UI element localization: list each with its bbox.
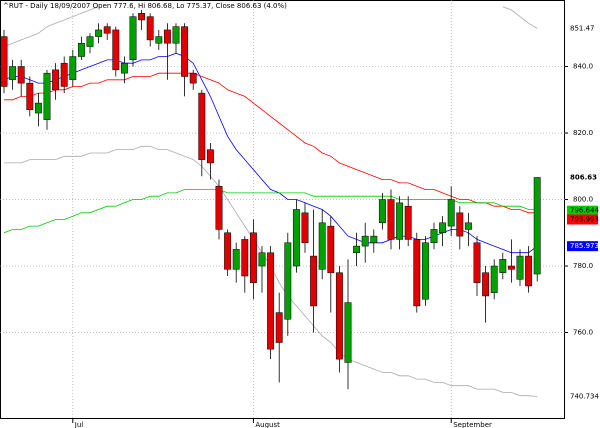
price-label: 796.644	[570, 207, 599, 215]
candle-body	[232, 249, 240, 270]
candle-body	[189, 72, 197, 84]
candle-body	[525, 255, 533, 287]
y-tick-label: 840.0	[573, 63, 593, 71]
candle-body	[69, 56, 77, 81]
candle-body	[387, 199, 395, 240]
candle-body	[533, 177, 541, 275]
candle-body	[499, 259, 507, 273]
candle-body	[129, 16, 137, 61]
candle-body	[77, 42, 85, 57]
candle-body	[163, 29, 171, 44]
candle-body	[198, 92, 206, 160]
price-label-box	[567, 205, 598, 216]
indicator-line	[3, 52, 538, 254]
candle-body	[464, 222, 472, 230]
candle-body	[507, 265, 515, 270]
candle-body	[215, 185, 223, 230]
candle-body	[473, 242, 481, 283]
indicator-line	[3, 6, 538, 47]
price-label: 740.734	[570, 393, 599, 401]
candle-body	[404, 205, 412, 240]
candle-body	[344, 302, 352, 363]
price-label: 785.973	[570, 242, 599, 250]
candle-body	[95, 29, 103, 37]
candle-body	[120, 62, 128, 74]
candle-body	[292, 209, 300, 267]
candle-body	[181, 26, 189, 77]
candle-body	[0, 36, 8, 87]
candle-body	[103, 26, 111, 34]
candle-body	[9, 66, 17, 81]
candle-body	[43, 72, 51, 120]
candle-body	[206, 149, 214, 164]
candle-body	[447, 199, 455, 227]
price-label-box	[567, 214, 598, 225]
candle-body	[396, 202, 404, 240]
candle-body	[361, 235, 369, 247]
candle-body	[378, 199, 386, 224]
y-tick-label: 820.0	[573, 129, 593, 137]
candle-body	[258, 252, 266, 267]
x-tick-label: Jul	[74, 421, 84, 428]
candle-body	[138, 13, 146, 21]
candle-body	[421, 242, 429, 300]
candle-body	[224, 232, 232, 270]
candle-body	[370, 235, 378, 244]
candle-body	[112, 29, 120, 71]
candle-body	[456, 212, 464, 237]
candle-body	[86, 36, 94, 47]
indicator-line	[4, 72, 538, 214]
price-label: 793.993	[570, 215, 599, 223]
candle-body	[267, 252, 275, 350]
candle-body	[241, 239, 249, 277]
axes: 840.0 820.0 800.0 780.0 760.0 Jul August Septem…	[72, 23, 599, 428]
y-tick-label: 780.0	[573, 262, 593, 270]
candle-body	[34, 102, 42, 114]
x-tick-label: September	[453, 421, 492, 428]
candle-body	[52, 69, 60, 91]
candle-body	[310, 255, 318, 307]
price-label-box	[567, 241, 598, 252]
candle-body	[516, 255, 524, 280]
price-label: 806.63	[570, 173, 597, 181]
candle-body	[430, 229, 438, 244]
candle-body	[301, 212, 309, 244]
price-label-box	[567, 23, 598, 34]
candle-body	[249, 232, 257, 283]
candle-body	[482, 272, 490, 297]
candle-body	[284, 242, 292, 320]
candle-body	[318, 222, 326, 270]
price-label-box	[567, 391, 598, 402]
candle-body	[172, 26, 180, 44]
candle-body	[413, 239, 421, 307]
candle-body	[155, 36, 163, 44]
candle-body	[335, 272, 343, 360]
candle-body	[275, 312, 283, 343]
plot-frame	[0, 0, 565, 419]
candle-body	[327, 225, 335, 273]
price-label: 851.47	[570, 24, 595, 32]
candle-body	[17, 66, 25, 84]
x-tick-label: August	[255, 421, 280, 428]
candle-body	[60, 62, 68, 87]
y-tick-label: 760.0	[573, 329, 593, 337]
candle-body	[26, 82, 34, 110]
candle-body	[439, 222, 447, 234]
chart-title: ^RUT - Daily 18/09/2007 Open 777.6, Hi 8…	[3, 2, 287, 10]
candles	[0, 9, 541, 390]
price-label-box	[567, 172, 598, 183]
candle-body	[490, 265, 498, 293]
candle-body	[146, 16, 154, 41]
y-tick-label: 800.0	[573, 196, 593, 204]
candle-body	[353, 245, 361, 253]
